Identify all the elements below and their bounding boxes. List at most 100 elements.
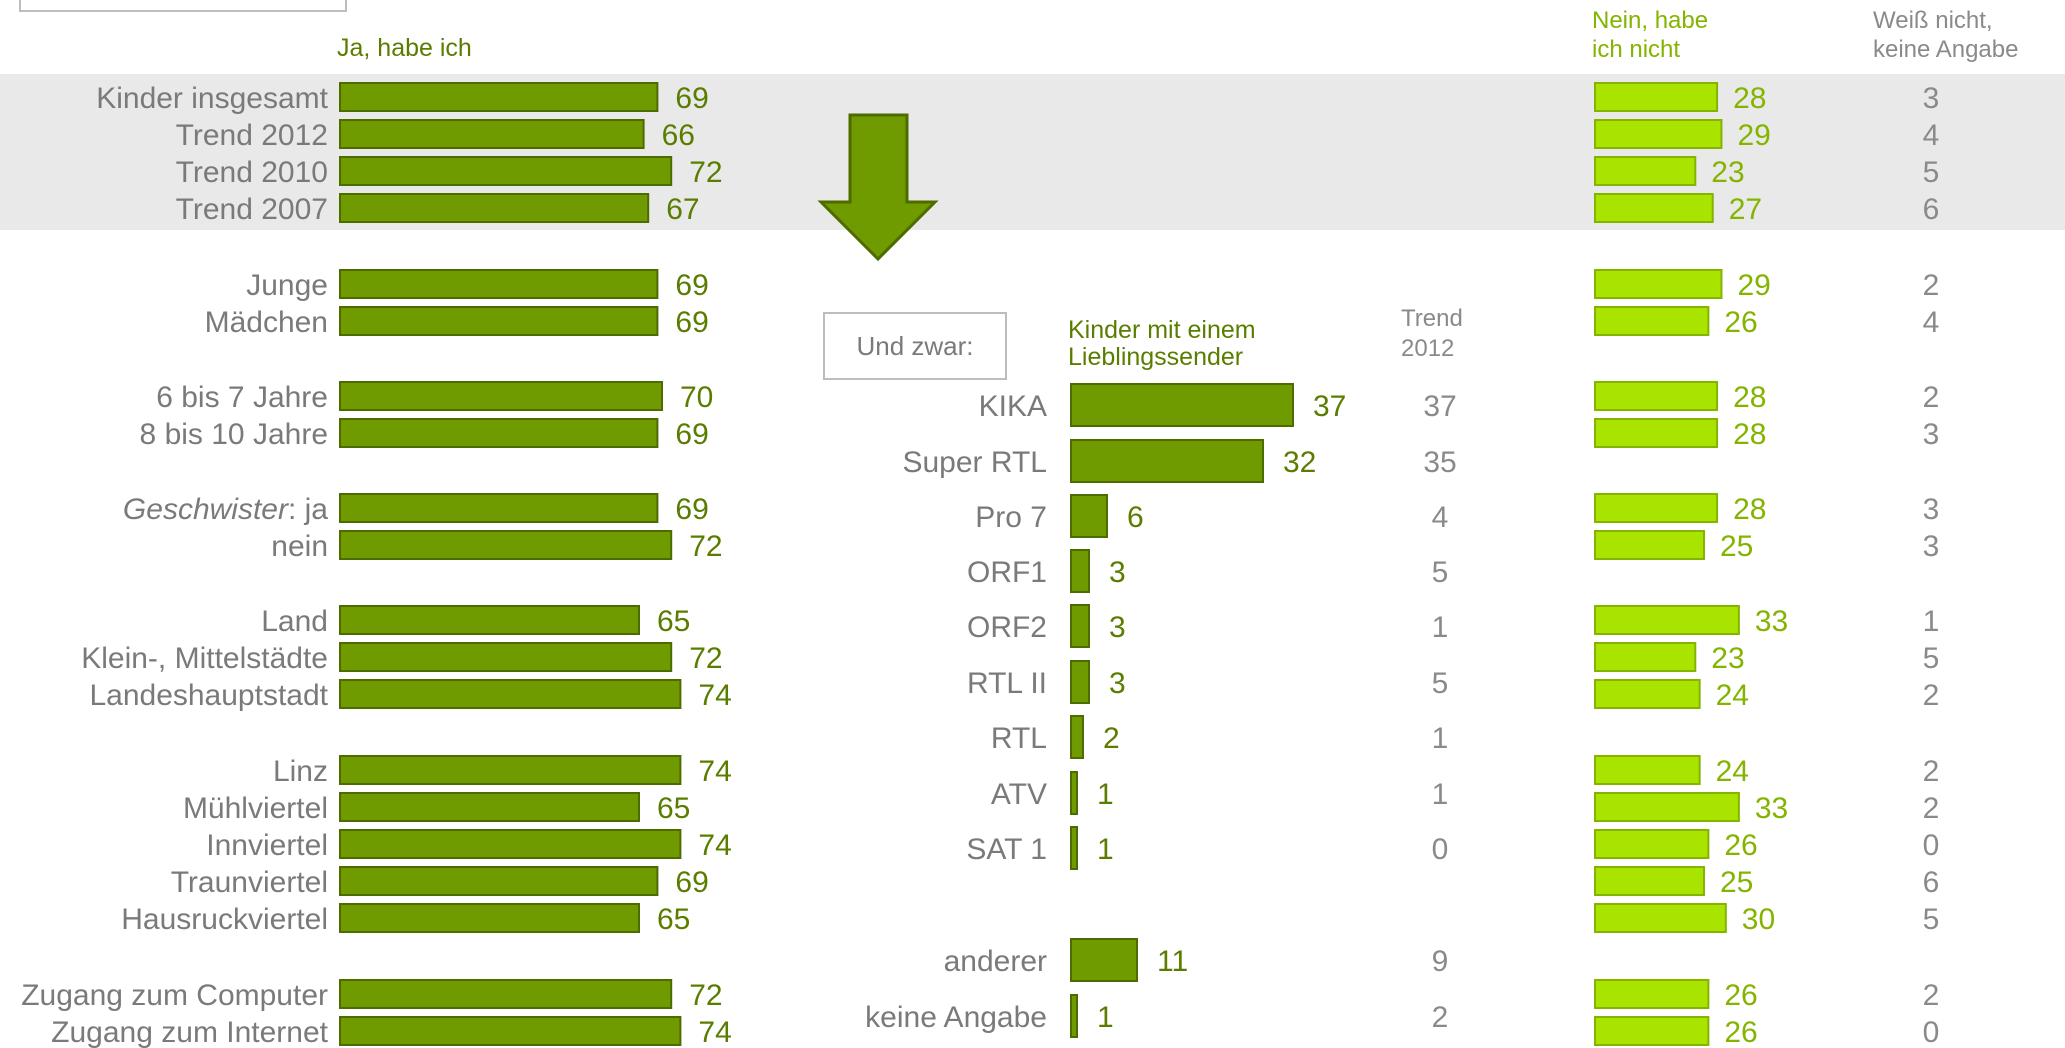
nein-value-label: 33 (1755, 605, 1788, 638)
weiss-nicht-value-label: 0 (1923, 1016, 1940, 1048)
sender-value-label: 3 (1109, 667, 1126, 700)
nein-bar (1594, 755, 1701, 785)
nein-bar (1594, 979, 1710, 1009)
sender-bar (1070, 383, 1294, 427)
nein-bar (1594, 156, 1697, 186)
nein-value-label: 24 (1716, 679, 1749, 712)
sender-label: ATV (991, 778, 1047, 811)
nein-bar (1594, 306, 1710, 336)
trend-2012-value-label: 35 (1423, 446, 1456, 479)
ja-bar (339, 193, 650, 223)
ja-value-label: 69 (675, 418, 708, 451)
ja-value-label: 74 (698, 679, 731, 712)
trend-2012-header-line2: 2012 (1401, 335, 1454, 362)
nein-value-label: 29 (1737, 269, 1770, 302)
sender-value-label: 6 (1127, 501, 1144, 534)
sender-label: ORF2 (967, 611, 1047, 644)
weiss-nicht-value-label: 2 (1923, 755, 1940, 788)
ja-value-label: 74 (698, 829, 731, 862)
trend-2012-value-label: 1 (1432, 722, 1449, 755)
weiss-nicht-value-label: 2 (1923, 269, 1940, 302)
sender-label: ORF1 (967, 556, 1047, 589)
down-arrow-icon (817, 113, 939, 262)
row-label: 6 bis 7 Jahre (156, 381, 328, 414)
nein-value-label: 33 (1755, 792, 1788, 825)
nein-bar (1594, 866, 1705, 896)
sender-value-label: 1 (1097, 778, 1114, 811)
nein-bar (1594, 82, 1719, 112)
weiss-nicht-value-label: 0 (1923, 829, 1940, 862)
weiss-nicht-value-label: 5 (1923, 903, 1940, 936)
weiss-nicht-value-label: 2 (1923, 679, 1940, 712)
trend-2012-header-line1: Trend (1401, 305, 1463, 332)
nein-header-line2: ich nicht (1592, 36, 1680, 63)
sender-label: anderer (944, 945, 1047, 978)
weiss-nicht-value-label: 3 (1923, 530, 1940, 563)
row-label: Land (261, 605, 328, 638)
nein-value-label: 25 (1720, 530, 1753, 563)
row-label: Klein-, Mittelstädte (81, 642, 328, 675)
sender-bar (1070, 439, 1264, 483)
wn-header-line2: keine Angabe (1873, 36, 2018, 63)
nein-value-label: 28 (1733, 381, 1766, 414)
ja-value-label: 72 (689, 530, 722, 563)
row-label: Junge (246, 269, 328, 302)
sender-chart-title-line1: Kinder mit einem (1068, 316, 1256, 344)
ja-value-label: 65 (657, 792, 690, 825)
ja-bar (339, 755, 682, 785)
sender-bar (1070, 938, 1138, 982)
sender-value-label: 37 (1313, 390, 1346, 423)
sender-bar (1070, 771, 1078, 815)
ja-value-label: 74 (698, 1016, 731, 1048)
row-label: Trend 2012 (176, 119, 328, 152)
weiss-nicht-value-label: 2 (1923, 979, 1940, 1012)
und-zwar-label: Und zwar: (856, 331, 973, 361)
nein-bar (1594, 493, 1719, 523)
nein-bar (1594, 1016, 1710, 1046)
ja-value-label: 72 (689, 156, 722, 189)
row-label: nein (271, 530, 328, 563)
sender-bar (1070, 660, 1090, 704)
trend-2012-value-label: 4 (1432, 501, 1449, 534)
ja-header: Ja, habe ich (337, 34, 472, 62)
sender-chart-title-line2: Lieblingssender (1068, 343, 1243, 371)
row-label: Zugang zum Computer (21, 979, 328, 1012)
sender-value-label: 3 (1109, 611, 1126, 644)
nein-value-label: 27 (1729, 193, 1762, 226)
sender-value-label: 11 (1157, 945, 1188, 978)
nein-bar (1594, 829, 1710, 859)
weiss-nicht-value-label: 5 (1923, 642, 1940, 675)
weiss-nicht-value-label: 1 (1923, 605, 1940, 638)
row-label: Mühlviertel (183, 792, 328, 825)
trend-2012-value-label: 9 (1432, 945, 1449, 978)
wn-header-line1: Weiß nicht, (1873, 7, 1993, 34)
sender-value-label: 1 (1097, 833, 1114, 866)
row-label: Kinder insgesamt (96, 82, 328, 115)
row-label: Landeshauptstadt (89, 679, 328, 712)
ja-value-label: 69 (675, 82, 708, 115)
sender-label: RTL (991, 722, 1047, 755)
und-zwar-box (823, 312, 1007, 380)
weiss-nicht-value-label: 5 (1923, 156, 1940, 189)
sender-value-label: 3 (1109, 556, 1126, 589)
weiss-nicht-value-label: 6 (1923, 193, 1940, 226)
sender-bar (1070, 826, 1078, 870)
row-label: Trend 2010 (176, 156, 328, 189)
trend-2012-value-label: 2 (1432, 1001, 1449, 1034)
ja-bar (339, 792, 640, 822)
ja-bar (339, 493, 659, 523)
row-label: Traunviertel (171, 866, 328, 899)
ja-value-label: 67 (666, 193, 699, 226)
sender-label: KIKA (979, 390, 1047, 423)
weiss-nicht-value-label: 3 (1923, 82, 1940, 115)
ja-value-label: 69 (675, 493, 708, 526)
ja-bar (339, 306, 659, 336)
ja-bar (339, 156, 673, 186)
sender-bar (1070, 604, 1090, 648)
trend-2012-value-label: 0 (1432, 833, 1449, 866)
ja-bar (339, 82, 659, 112)
ja-value-label: 69 (675, 306, 708, 339)
ja-value-label: 69 (675, 269, 708, 302)
nein-value-label: 26 (1724, 979, 1757, 1012)
ja-bar (339, 119, 645, 149)
